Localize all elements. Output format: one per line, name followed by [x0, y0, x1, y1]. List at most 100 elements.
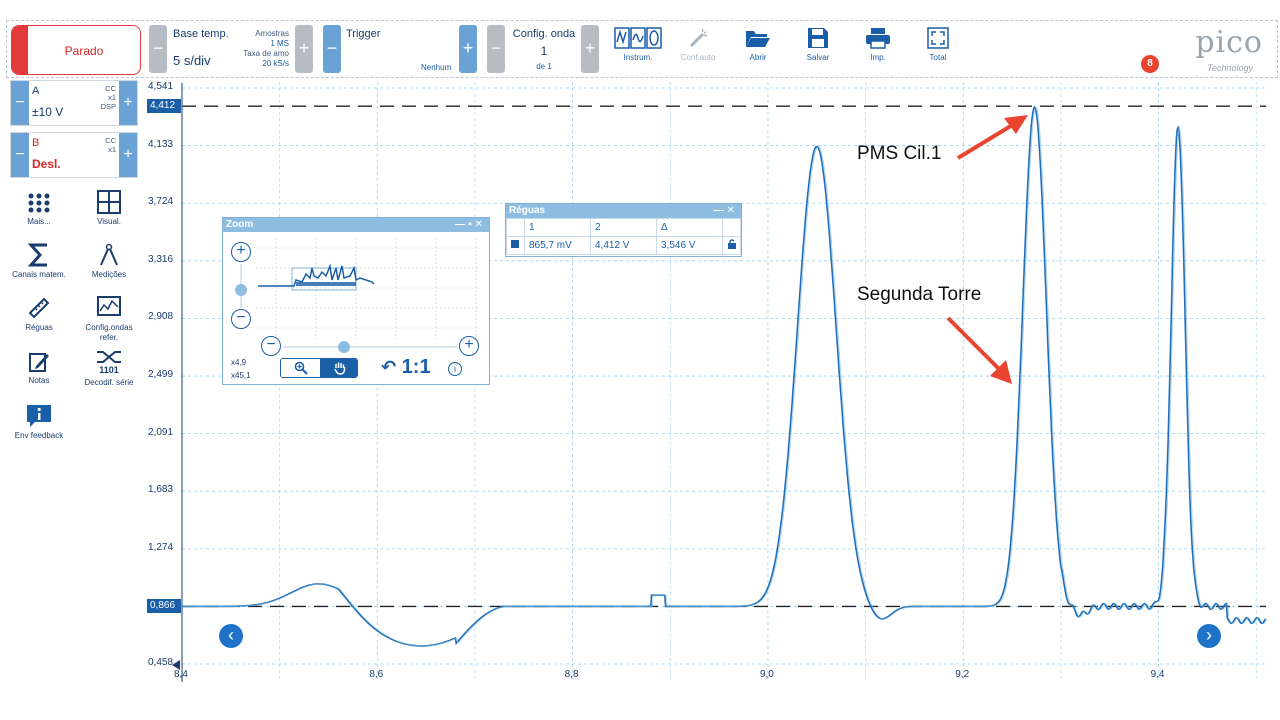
channel-b-panel[interactable]: − B Desl. CC x1 +	[10, 132, 138, 178]
more-dots-icon	[28, 193, 50, 213]
waveform-next-button[interactable]: +	[581, 25, 599, 73]
more-label: Mais...	[27, 217, 51, 226]
open-button[interactable]: Abrir	[733, 27, 783, 62]
channel-a-panel[interactable]: − A ±10 V CC x1 DSP +	[10, 80, 138, 126]
magic-wand-icon	[689, 28, 708, 48]
channel-b-probe: x1	[108, 145, 116, 154]
zoom-in-vertical-button[interactable]: +	[231, 242, 251, 262]
more-button[interactable]: Mais...	[6, 192, 72, 227]
zoom-viewport[interactable]	[291, 267, 357, 291]
waveform-current[interactable]: 1	[540, 44, 548, 58]
zoom-out-horizontal-button[interactable]: −	[261, 336, 281, 356]
print-label: Imp.	[870, 53, 886, 62]
channel-a-range-increase[interactable]: +	[119, 81, 137, 125]
trigger-mode[interactable]: Nenhum	[421, 63, 452, 72]
zoom-overview[interactable]	[256, 238, 478, 342]
second-tower-arrow	[946, 316, 1012, 384]
autoset-button[interactable]: Conf.auto	[673, 27, 723, 62]
rulers-lock-icon[interactable]	[722, 236, 741, 255]
channel-b-range-increase[interactable]: +	[119, 133, 137, 177]
feedback-label: Env feedback	[14, 431, 64, 440]
rulers-header-end	[722, 218, 741, 237]
folder-open-icon	[746, 31, 770, 47]
save-label: Salvar	[806, 53, 830, 62]
zoom-factor-y: x45,1	[231, 371, 251, 380]
print-button[interactable]: Imp.	[853, 27, 903, 62]
start-stop-button[interactable]: Parado	[11, 25, 141, 75]
channel-a-dsp: DSP	[100, 102, 116, 111]
sigma-icon	[28, 243, 47, 267]
channel-a-settings[interactable]: CC x1 DSP	[101, 84, 116, 111]
measurements-button[interactable]: Medições	[76, 243, 142, 280]
rulers-panel[interactable]: Réguas —✕ 1 2 Δ 865,7 mV 4,412 V 3,546 V	[505, 203, 742, 257]
timebase-increase-button[interactable]: +	[295, 25, 313, 73]
feedback-button[interactable]: Env feedback	[6, 404, 72, 441]
rulers-button[interactable]: Réguas	[6, 296, 72, 333]
horizontal-zoom-handle[interactable]	[338, 341, 350, 353]
rulers-delta: 3,546 V	[656, 236, 723, 255]
zoom-panel-titlebar[interactable]: Zoom —▪✕	[223, 218, 489, 232]
view-button[interactable]: Visual.	[76, 190, 142, 227]
reference-waveforms-button[interactable]: Config.ondas refer.	[76, 296, 142, 343]
waveform-prev-button[interactable]: −	[487, 25, 505, 73]
rulers-row-channel-a: 865,7 mV 4,412 V 3,546 V	[506, 236, 741, 255]
second-tower-annotation: Segunda Torre	[857, 284, 982, 305]
waveform-label: Config. onda	[512, 28, 576, 40]
instrument-button[interactable]: Instrum.	[613, 27, 663, 62]
waveform-count: de 1	[536, 62, 552, 71]
tdc-annotation: PMS Cil.1	[857, 143, 942, 164]
rulers-value-1: 865,7 mV	[524, 236, 591, 255]
channel-b-range-decrease[interactable]: −	[11, 133, 29, 177]
serial-decode-button[interactable]: 1101 Decodif. série	[76, 349, 142, 388]
zoom-out-vertical-button[interactable]: −	[231, 309, 251, 329]
horizontal-zoom-track[interactable]	[283, 346, 457, 348]
x-tick-label: 9,0	[759, 669, 774, 680]
channel-b-settings[interactable]: CC x1	[105, 136, 116, 154]
timebase-decrease-button[interactable]: −	[149, 25, 167, 73]
rulers-table: 1 2 Δ 865,7 mV 4,412 V 3,546 V	[506, 218, 741, 255]
zoom-tool-button[interactable]	[281, 359, 320, 377]
pan-tool-button[interactable]	[320, 359, 357, 377]
rulers-panel-title: Réguas	[509, 205, 546, 216]
sample-rate-value: 20 kS/s	[262, 59, 289, 68]
zoom-info-icon[interactable]: i	[448, 362, 462, 376]
math-channels-button[interactable]: Canais matem.	[6, 243, 72, 280]
y-tick-label: 2,499	[148, 369, 174, 381]
trigger-increase-button[interactable]: +	[459, 25, 477, 73]
fullscreen-icon	[927, 27, 949, 49]
channel-a-range[interactable]: ±10 V	[32, 105, 64, 119]
zoom-panel-title: Zoom	[226, 219, 254, 230]
zoom-panel-window-controls[interactable]: —▪✕	[455, 219, 486, 230]
vertical-zoom-handle[interactable]	[235, 284, 247, 296]
channel-b-range[interactable]: Desl.	[32, 157, 61, 171]
notes-icon	[29, 353, 49, 372]
open-label: Abrir	[749, 53, 767, 62]
reference-waveforms-label: Config.ondas refer.	[85, 323, 133, 342]
channel-a-probe: x1	[108, 93, 116, 102]
rulers-header-blank	[506, 218, 525, 237]
ruler-tag-high[interactable]: 4,412	[147, 99, 181, 114]
timebase-value[interactable]: 5 s/div	[173, 53, 211, 68]
scroll-right-button[interactable]: ›	[1197, 624, 1221, 648]
notes-button[interactable]: Notas	[6, 351, 72, 386]
samples-readout[interactable]: Amostras 1 MS Taxa de amo 20 kS/s	[239, 29, 289, 69]
x-tick-label: 9,2	[955, 669, 970, 680]
ruler-tag-low[interactable]: 0,866	[147, 599, 181, 614]
rulers-value-2: 4,412 V	[590, 236, 657, 255]
zoom-mode-toggle[interactable]	[280, 358, 358, 378]
notification-badge[interactable]: 8	[1141, 55, 1159, 73]
zoom-factor-x: x4,9	[231, 358, 247, 367]
zoom-in-horizontal-button[interactable]: +	[459, 336, 479, 356]
rulers-label: Réguas	[25, 323, 53, 332]
zoom-panel[interactable]: Zoom —▪✕ + − − + x4,9 x45,1 ↶ 1:1 i	[222, 217, 490, 385]
scroll-left-button[interactable]: ‹	[219, 624, 243, 648]
fullscreen-button[interactable]: Total	[913, 27, 963, 62]
rulers-panel-titlebar[interactable]: Réguas —✕	[506, 204, 741, 218]
pico-logo-sub: Technology	[1207, 63, 1253, 73]
zoom-reset-button[interactable]: ↶ 1:1	[381, 356, 431, 379]
trigger-decrease-button[interactable]: −	[323, 25, 341, 73]
rulers-panel-window-controls[interactable]: —✕	[713, 205, 738, 216]
channel-a-range-decrease[interactable]: −	[11, 81, 29, 125]
save-button[interactable]: Salvar	[793, 27, 843, 62]
